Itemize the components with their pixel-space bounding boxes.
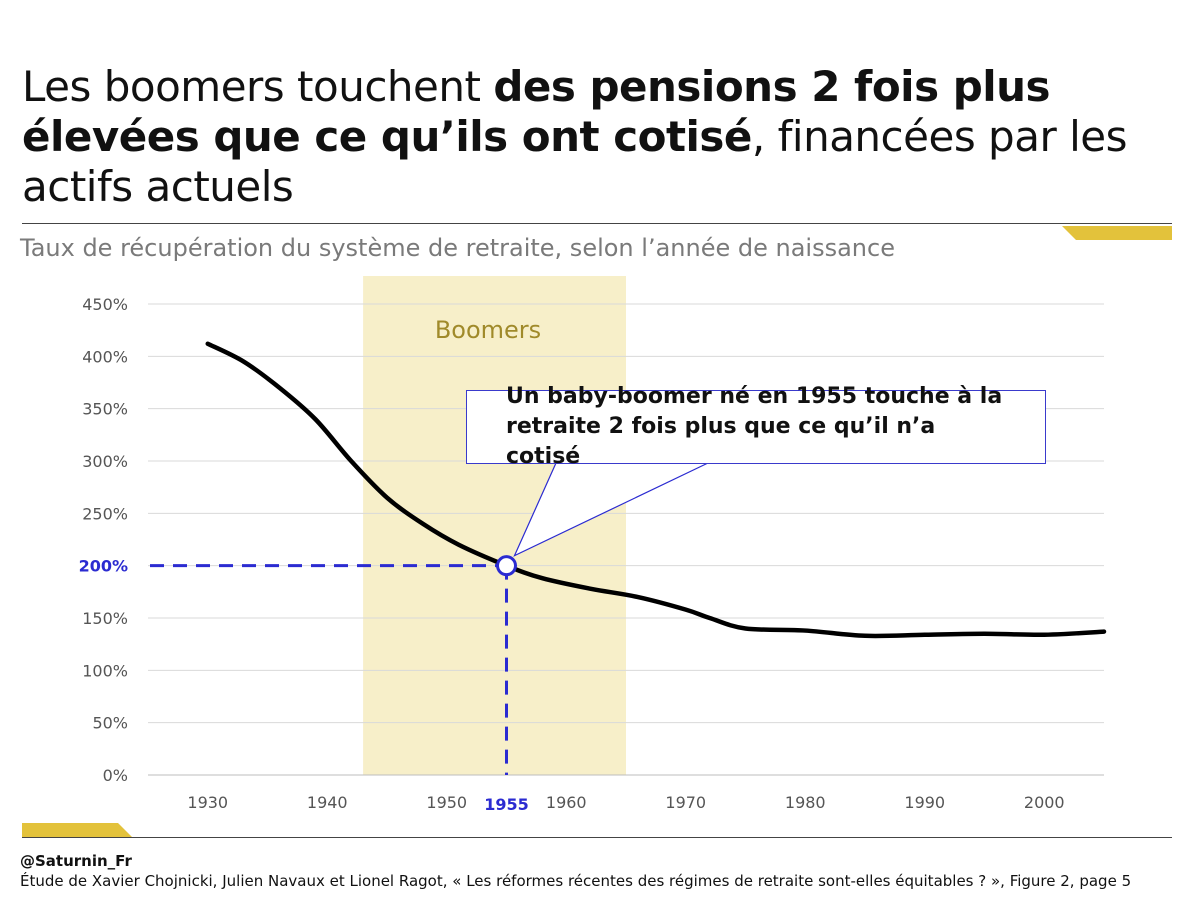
source-note: Étude de Xavier Chojnicki, Julien Navaux… bbox=[20, 872, 1132, 890]
gold-accent-top bbox=[1062, 226, 1172, 240]
x-tick-label: 2000 bbox=[1024, 793, 1065, 812]
x-tick-label: 1940 bbox=[307, 793, 348, 812]
title-regular-2: , financées par les actifs actuels bbox=[22, 112, 1127, 211]
x-tick-label: 1950 bbox=[426, 793, 467, 812]
y-tick-label: 300% bbox=[82, 452, 128, 471]
bottom-divider bbox=[22, 837, 1172, 838]
top-divider bbox=[22, 223, 1172, 224]
y-tick-label: 450% bbox=[82, 295, 128, 314]
y-tick-label: 150% bbox=[82, 609, 128, 628]
title-bold: des pensions 2 fois plus élevées que ce … bbox=[22, 62, 1051, 161]
highlight-marker bbox=[496, 555, 517, 577]
band-label: Boomers bbox=[434, 316, 542, 344]
x-tick-label: 1970 bbox=[665, 793, 706, 812]
y-tick-label: 0% bbox=[103, 766, 128, 785]
y-tick-label: 350% bbox=[82, 400, 128, 419]
title-regular-1: Les boomers touchent bbox=[22, 62, 494, 111]
y-tick-label: 50% bbox=[92, 714, 128, 733]
x-tick-label: 1990 bbox=[904, 793, 945, 812]
boomers-band bbox=[363, 276, 626, 775]
x-tick-label: 1960 bbox=[546, 793, 587, 812]
x-tick-label: 1930 bbox=[187, 793, 228, 812]
annotation-box: Un baby-boomer né en 1955 touche à la re… bbox=[466, 384, 1046, 469]
author-handle: @Saturnin_Fr bbox=[20, 852, 132, 870]
annotation-text: Un baby-boomer né en 1955 touche à la re… bbox=[506, 384, 1003, 469]
page-title: Les boomers touchent des pensions 2 fois… bbox=[22, 62, 1182, 212]
gold-accent-bottom bbox=[22, 823, 132, 837]
highlight-y-label: 200% bbox=[79, 557, 128, 576]
y-tick-label: 400% bbox=[82, 347, 128, 366]
chart-title: Taux de récupération du système de retra… bbox=[20, 234, 895, 262]
series-line bbox=[205, 341, 1107, 639]
highlight-x-label: 1955 bbox=[484, 795, 529, 814]
y-tick-label: 100% bbox=[82, 661, 128, 680]
y-tick-label: 250% bbox=[82, 504, 128, 523]
x-tick-label: 1980 bbox=[785, 793, 826, 812]
